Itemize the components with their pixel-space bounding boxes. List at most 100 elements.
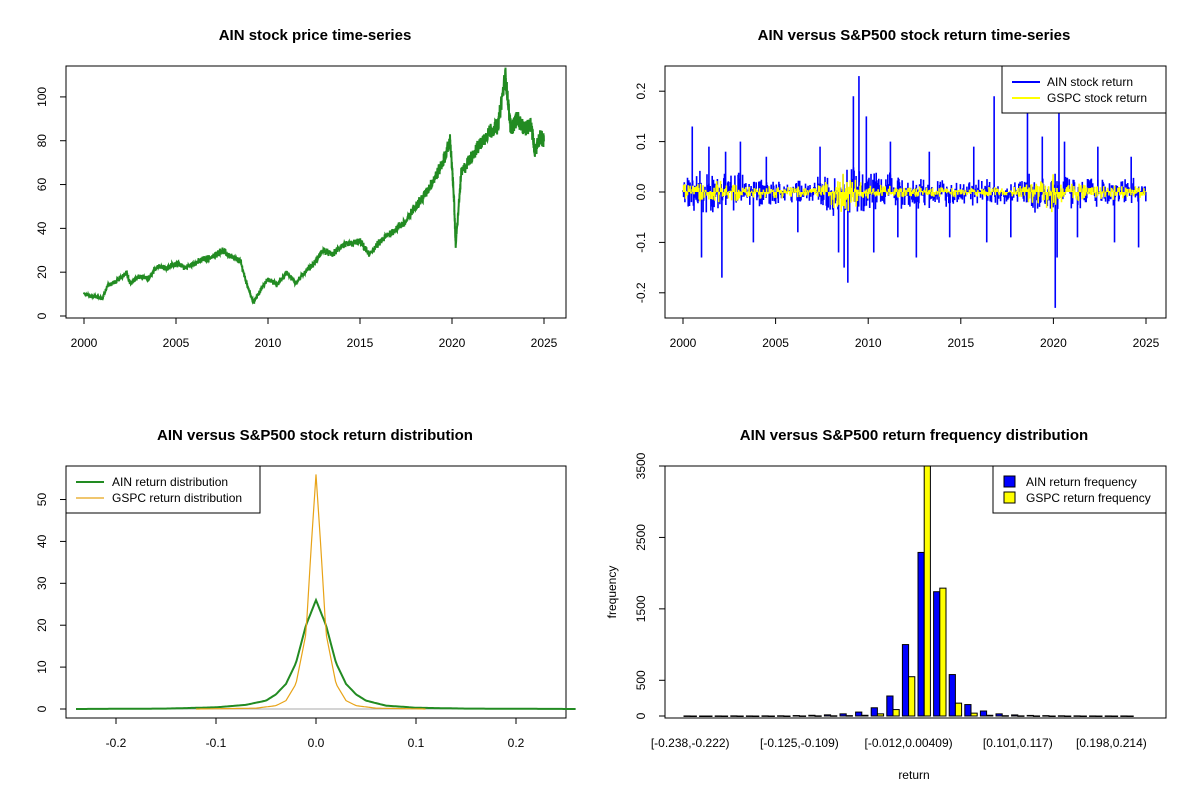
ain-frequency-bar xyxy=(808,714,816,717)
gspc-frequency-bar xyxy=(954,702,963,717)
y-tick-label: 80 xyxy=(35,134,49,148)
x-tick-label: 2005 xyxy=(163,336,190,350)
y-tick-label: 1500 xyxy=(634,595,648,622)
gspc-frequency-bar xyxy=(1048,715,1056,717)
x-tick-label: 2025 xyxy=(1133,336,1160,350)
x-tick-label: 2010 xyxy=(255,336,282,350)
gspc-frequency-bar xyxy=(1001,715,1009,717)
legend-ain-label: AIN stock return xyxy=(1047,75,1133,89)
gspc-frequency-bar xyxy=(845,715,853,717)
gspc-frequency-bar xyxy=(720,715,729,717)
x-tick-label: 2015 xyxy=(347,336,374,350)
frequency-plot-frame xyxy=(664,465,1167,719)
ain-frequency-bar xyxy=(1120,715,1128,717)
ain-frequency-bar xyxy=(1042,715,1050,717)
y-tick-label: 20 xyxy=(35,265,49,279)
x-tick-label: 2020 xyxy=(439,336,466,350)
gspc-frequency-bar xyxy=(783,715,791,717)
ain-frequency-bar xyxy=(948,674,956,717)
x-tick-label: 0.0 xyxy=(308,736,325,750)
ain-frequency-bar xyxy=(699,715,707,717)
gspc-frequency-bar xyxy=(1126,715,1134,717)
return-distribution-legend: AIN return distribution GSPC return dist… xyxy=(65,465,261,514)
ain-frequency-bar xyxy=(714,715,722,717)
y-tick-label: 40 xyxy=(35,534,49,548)
x-tick-label: 0.2 xyxy=(508,736,525,750)
gspc-return-series xyxy=(682,173,1147,213)
legend-ain-label: AIN return frequency xyxy=(1026,475,1137,489)
gspc-frequency-bar xyxy=(1017,715,1025,717)
y-tick-label: 10 xyxy=(35,660,49,674)
gspc-frequency-bar xyxy=(689,715,697,717)
gspc-frequency-bar xyxy=(1110,715,1119,717)
ain-frequency-bar xyxy=(964,704,972,717)
frequency-chart-title: AIN versus S&P500 return frequency distr… xyxy=(740,427,1088,444)
gspc-frequency-bar xyxy=(814,715,822,717)
frequency-chart: AIN versus S&P500 return frequency distr… xyxy=(605,427,1167,782)
frequency-ylabel: frequency xyxy=(605,566,619,619)
ain-frequency-bar xyxy=(1089,715,1097,717)
gspc-frequency-bar xyxy=(767,715,775,717)
ain-frequency-bar xyxy=(995,713,1003,717)
gspc-frequency-bar xyxy=(861,714,869,717)
gspc-frequency-bar xyxy=(705,715,713,717)
gspc-frequency-bar xyxy=(970,712,978,717)
x-tick-label: [-0.125,-0.109) xyxy=(760,736,839,750)
return-timeseries-chart: AIN versus S&P500 stock return time-seri… xyxy=(634,27,1167,350)
x-tick-label: 2000 xyxy=(670,336,697,350)
legend-box xyxy=(1001,65,1167,114)
ain-frequency-bar xyxy=(886,695,894,717)
ain-frequency-bar xyxy=(730,715,738,717)
ain-frequency-bar xyxy=(933,591,941,717)
ain-frequency-bar xyxy=(1104,715,1112,717)
ain-frequency-bar xyxy=(1057,715,1066,717)
frequency-legend: AIN return frequency GSPC return frequen… xyxy=(992,465,1167,514)
gspc-frequency-bar xyxy=(830,715,838,717)
y-tick-label: 30 xyxy=(35,576,49,590)
gspc-frequency-bar xyxy=(1064,715,1072,717)
gspc-frequency-bar xyxy=(752,715,760,717)
price-plot-frame xyxy=(65,65,567,319)
y-tick-label: 500 xyxy=(634,670,648,690)
legend-ain-label: AIN return distribution xyxy=(112,475,228,489)
gspc-frequency-bar xyxy=(1032,715,1041,717)
gspc-density-line xyxy=(196,474,426,710)
gspc-frequency-bar xyxy=(736,715,744,717)
x-tick-label: 0.1 xyxy=(408,736,425,750)
ain-frequency-bar xyxy=(839,713,847,717)
x-tick-label: 2020 xyxy=(1040,336,1067,350)
x-tick-label: 2015 xyxy=(947,336,974,350)
y-tick-label: -0.2 xyxy=(634,282,648,303)
gspc-frequency-bar xyxy=(892,709,900,717)
ain-frequency-bar xyxy=(823,714,832,717)
x-tick-label: -0.1 xyxy=(206,736,227,750)
price-series-line xyxy=(83,67,545,305)
gspc-frequency-bar xyxy=(1095,715,1103,717)
x-tick-label: [-0.012,0.00409) xyxy=(865,736,953,750)
y-tick-label: 0.1 xyxy=(634,133,648,150)
y-tick-label: 60 xyxy=(35,178,49,192)
return-timeseries-legend: AIN stock return GSPC stock return xyxy=(1001,65,1167,114)
ain-frequency-bar xyxy=(745,715,754,717)
y-tick-label: 2500 xyxy=(634,524,648,551)
ain-frequency-bar xyxy=(761,715,769,717)
ain-frequency-bar xyxy=(901,644,910,717)
y-tick-label: 50 xyxy=(35,493,49,507)
x-tick-label: -0.2 xyxy=(106,736,127,750)
ain-frequency-bar xyxy=(870,707,878,717)
ain-frequency-bar xyxy=(792,715,800,717)
ain-frequency-bar xyxy=(1011,714,1019,717)
x-tick-label: 2010 xyxy=(855,336,882,350)
frequency-xlabel: return xyxy=(898,768,929,782)
y-tick-label: 0 xyxy=(35,312,49,319)
legend-gspc-label: GSPC stock return xyxy=(1047,91,1147,105)
legend-ain-swatch xyxy=(1003,475,1016,488)
ain-frequency-bar xyxy=(979,710,988,717)
legend-gspc-label: GSPC return distribution xyxy=(112,491,242,505)
y-tick-label: 40 xyxy=(35,221,49,235)
ain-frequency-bar xyxy=(917,551,925,717)
y-tick-label: 0 xyxy=(634,712,648,719)
ain-frequency-bar xyxy=(1026,714,1034,717)
price-chart: AIN stock price time-series 2000 2005 2010… xyxy=(35,27,567,350)
return-distribution-chart: AIN versus S&P500 stock return distribut… xyxy=(35,427,576,750)
